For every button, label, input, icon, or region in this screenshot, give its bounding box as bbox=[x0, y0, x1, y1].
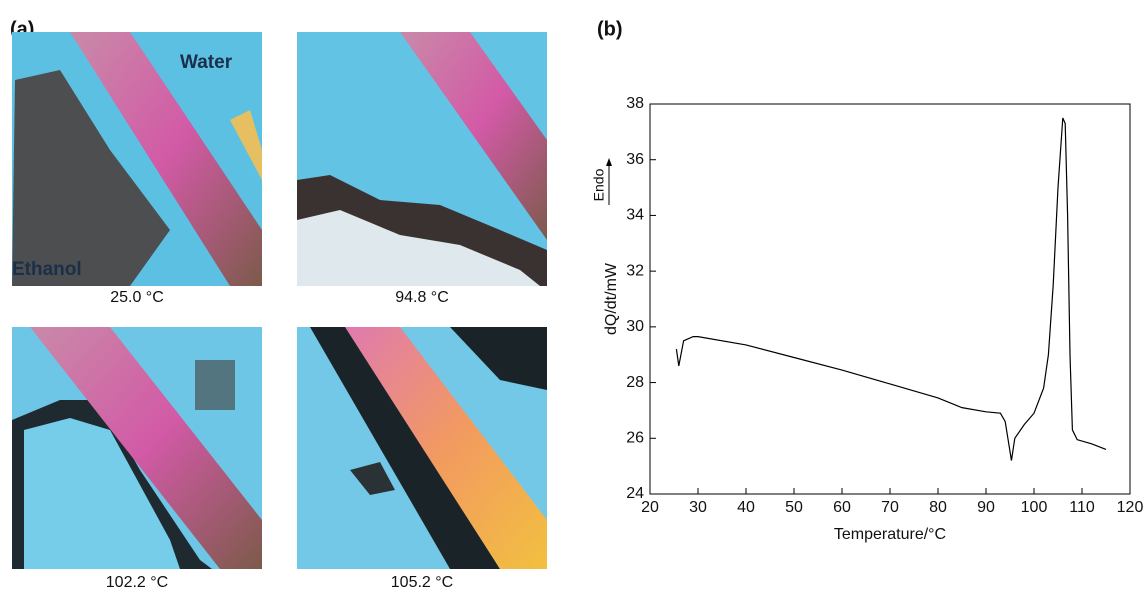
x-tick-label: 40 bbox=[737, 499, 755, 516]
x-axis-label: Temperature/°C bbox=[834, 526, 946, 543]
x-tick-label: 70 bbox=[881, 499, 899, 516]
annotation-arrow bbox=[606, 158, 612, 166]
x-tick-label: 50 bbox=[785, 499, 803, 516]
x-tick-label: 100 bbox=[1021, 499, 1048, 516]
y-tick-label: 28 bbox=[626, 374, 644, 391]
caption: 105.2 °C bbox=[391, 574, 453, 591]
annotation: Ethanol bbox=[12, 259, 82, 280]
caption: 102.2 °C bbox=[106, 574, 168, 591]
plot-frame bbox=[649, 103, 1131, 495]
x-tick-label: 110 bbox=[1069, 499, 1095, 516]
y-tick-label: 24 bbox=[626, 485, 644, 502]
micrograph bbox=[297, 32, 547, 286]
y-tick-label: 34 bbox=[626, 207, 644, 224]
x-tick-label: 20 bbox=[641, 499, 659, 516]
y-tick-label: 32 bbox=[626, 262, 644, 279]
y-axis-label: dQ/dt/mW bbox=[603, 262, 620, 335]
annotation: Endo bbox=[591, 168, 607, 201]
x-tick-label: 90 bbox=[977, 499, 995, 516]
panel-label: (b) bbox=[597, 18, 623, 40]
x-tick-label: 120 bbox=[1117, 499, 1144, 516]
y-tick-label: 26 bbox=[626, 430, 644, 447]
y-tick-label: 36 bbox=[626, 151, 644, 168]
caption: 25.0 °C bbox=[110, 289, 164, 306]
y-tick-label: 38 bbox=[626, 95, 644, 112]
x-tick-label: 60 bbox=[833, 499, 851, 516]
data-line bbox=[675, 117, 1107, 461]
x-tick-label: 80 bbox=[929, 499, 947, 516]
micrograph bbox=[297, 327, 547, 569]
x-tick-label: 30 bbox=[689, 499, 707, 516]
y-tick-label: 30 bbox=[626, 318, 644, 335]
micrograph bbox=[12, 327, 262, 569]
micrograph: Water Ethanol bbox=[12, 32, 262, 286]
annotation: Water bbox=[180, 52, 233, 73]
caption: 94.8 °C bbox=[395, 289, 449, 306]
